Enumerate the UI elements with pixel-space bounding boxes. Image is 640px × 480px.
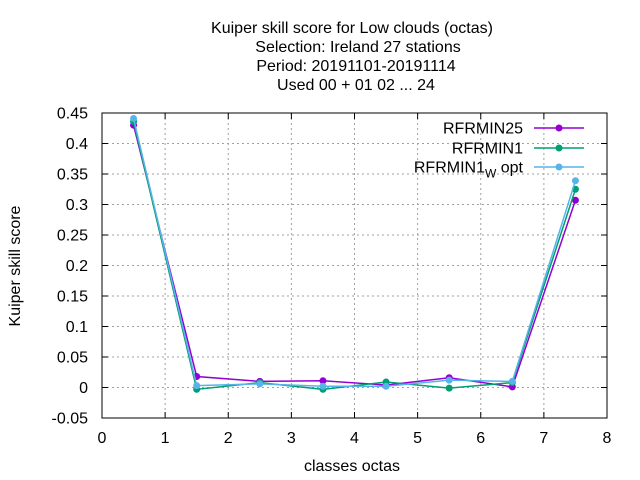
x-tick-label: 1 (161, 430, 170, 447)
title-line-1: Kuiper skill score for Low clouds (octas… (211, 20, 493, 37)
series-line (132, 125, 577, 388)
series-line (132, 118, 577, 388)
x-tick-label: 0 (98, 430, 107, 447)
legend-item: RFRMIN1 (452, 141, 584, 158)
legend-swatch-marker (555, 124, 563, 132)
data-point (319, 382, 327, 390)
series-lines (130, 114, 579, 393)
y-tick-labels: -0.05 0 0.05 0.1 0.15 0.2 0.25 0.3 0.35 0.4 0.45 (52, 106, 89, 428)
data-point (256, 380, 264, 388)
y-tick-label: 0.45 (57, 106, 88, 123)
data-point (571, 196, 579, 204)
legend-swatch-marker (555, 163, 563, 171)
x-tick-label: 6 (476, 430, 485, 447)
y-tick-label: -0.05 (52, 411, 89, 428)
x-axis-label: classes octas (304, 458, 400, 475)
legend-label: RFRMIN25 (443, 121, 523, 138)
legend-label-suffix: opt (496, 160, 523, 177)
x-tick-label: 3 (287, 430, 296, 447)
x-tick-label: 8 (603, 430, 612, 447)
series-3 (130, 114, 579, 390)
data-point (130, 114, 138, 122)
legend-label-subscript: W (485, 167, 497, 181)
y-tick-label: 0.2 (66, 258, 88, 275)
x-tick-label: 2 (224, 430, 233, 447)
legend-item: RFRMIN25 (443, 121, 584, 138)
legend-label: RFRMIN1W opt (414, 160, 524, 181)
y-tick-label: 0.35 (57, 167, 88, 184)
legend-swatch-marker (555, 144, 563, 152)
legend-label-base: RFRMIN25 (443, 121, 523, 138)
legend-item: RFRMIN1W opt (414, 160, 584, 181)
plot-frame (101, 112, 608, 419)
title-line-3: Period: 20191101-20191114 (256, 58, 455, 75)
y-tick-label: 0 (79, 380, 88, 397)
x-tick-labels: 0 1 2 3 4 5 6 7 8 (98, 430, 612, 447)
chart-title: Kuiper skill score for Low clouds (octas… (211, 20, 493, 94)
title-line-4: Used 00 + 01 02 ... 24 (277, 77, 435, 94)
grid (101, 112, 608, 419)
title-line-2: Selection: Ireland 27 stations (255, 39, 460, 56)
y-tick-label: 0.25 (57, 228, 88, 245)
legend-label: RFRMIN1 (452, 141, 523, 158)
legend-label-base: RFRMIN1 (452, 141, 523, 158)
y-tick-label: 0.15 (57, 289, 88, 306)
x-tick-label: 4 (350, 430, 359, 447)
y-tick-label: 0.4 (66, 136, 88, 153)
data-point (571, 177, 579, 185)
data-point (445, 376, 453, 384)
x-tick-label: 5 (413, 430, 422, 447)
x-tick-label: 7 (539, 430, 548, 447)
data-point (193, 382, 201, 390)
y-tick-label: 0.05 (57, 350, 88, 367)
y-tick-label: 0.3 (66, 197, 88, 214)
data-point (382, 382, 390, 390)
y-axis-label: Kuiper skill score (7, 205, 24, 326)
data-point (319, 377, 327, 385)
legend-label-base: RFRMIN1 (414, 160, 485, 177)
data-point (508, 377, 516, 385)
y-tick-label: 0.1 (66, 319, 88, 336)
data-point (445, 384, 453, 392)
